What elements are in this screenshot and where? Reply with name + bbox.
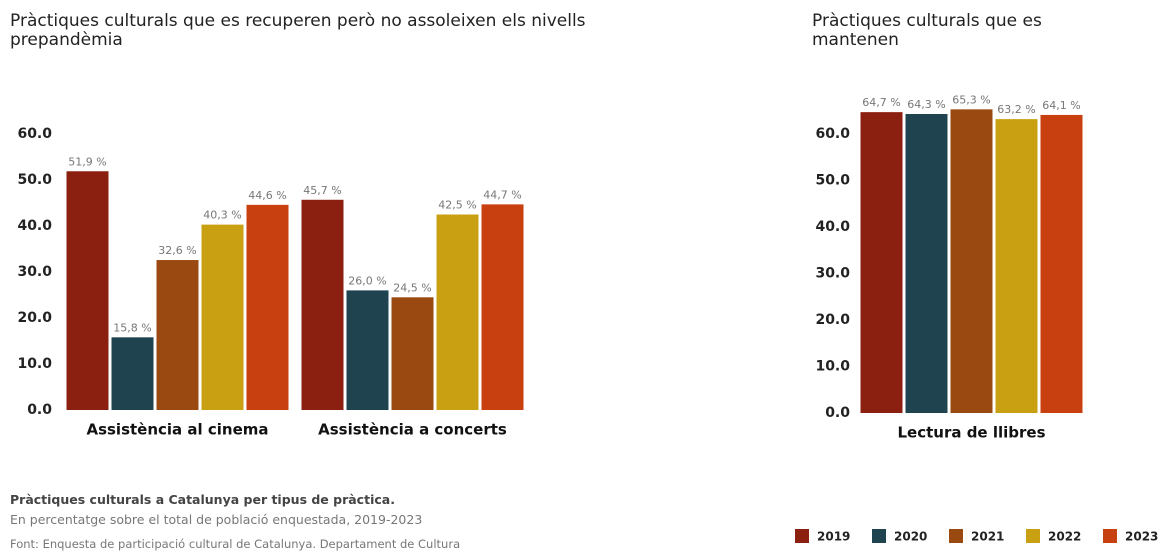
data-label: 24,5 % (393, 281, 431, 294)
caption-source: Font: Enquesta de participació cultural … (10, 537, 461, 551)
caption-title: Pràctiques culturals a Catalunya per tip… (10, 492, 395, 507)
bar (950, 109, 993, 413)
y-tick-label: 40.0 (17, 218, 52, 234)
data-label: 26,0 % (348, 274, 386, 287)
y-tick-label: 40.0 (815, 219, 850, 235)
legend-label: 2023 (1125, 530, 1158, 544)
x-tick-label: Lectura de llibres (897, 424, 1045, 442)
bar (201, 224, 244, 410)
data-label: 40,3 % (203, 209, 241, 222)
bar (481, 204, 524, 410)
legend-label: 2020 (894, 530, 927, 544)
chart-title: Pràctiques culturals que es mantenen (812, 11, 1042, 50)
y-tick-label: 60.0 (17, 126, 52, 142)
data-label: 44,6 % (248, 189, 286, 202)
y-tick-label: 0.0 (27, 402, 52, 418)
bar (905, 114, 948, 413)
y-tick-label: 60.0 (815, 126, 850, 142)
bar (66, 171, 109, 410)
chart-title: Pràctiques culturals que es recuperen pe… (10, 11, 586, 50)
bar (1040, 114, 1083, 413)
legend-swatch (949, 529, 963, 543)
bar (156, 260, 199, 410)
caption-subtitle: En percentatge sobre el total de poblaci… (10, 512, 423, 527)
bar (995, 119, 1038, 414)
data-label: 42,5 % (438, 199, 476, 212)
legend-label: 2019 (817, 530, 850, 544)
data-label: 64,3 % (907, 98, 945, 111)
bar (111, 337, 154, 410)
bar (436, 214, 479, 410)
data-label: 45,7 % (303, 184, 341, 197)
x-tick-label: Assistència al cinema (86, 421, 268, 439)
legend-swatch (1026, 529, 1040, 543)
data-label: 15,8 % (113, 321, 151, 334)
y-tick-label: 20.0 (815, 312, 850, 328)
bar (301, 199, 344, 410)
x-tick-label: Assistència a concerts (318, 421, 507, 439)
legend-swatch (1103, 529, 1117, 543)
bar (346, 290, 389, 410)
bar (246, 204, 289, 410)
y-tick-label: 50.0 (815, 173, 850, 189)
bar (391, 297, 434, 410)
y-tick-label: 30.0 (17, 264, 52, 280)
y-tick-label: 30.0 (815, 266, 850, 282)
y-tick-label: 10.0 (17, 356, 52, 372)
data-label: 64,1 % (1042, 99, 1080, 112)
data-label: 32,6 % (158, 244, 196, 257)
legend-swatch (795, 529, 809, 543)
data-label: 63,2 % (997, 103, 1035, 116)
legend-swatch (872, 529, 886, 543)
data-label: 51,9 % (68, 155, 106, 168)
y-tick-label: 10.0 (815, 359, 850, 375)
data-label: 44,7 % (483, 188, 521, 201)
y-tick-label: 20.0 (17, 310, 52, 326)
y-tick-label: 50.0 (17, 172, 52, 188)
legend-label: 2022 (1048, 530, 1081, 544)
y-tick-label: 0.0 (825, 405, 850, 421)
data-label: 64,7 % (862, 96, 900, 109)
legend-label: 2021 (971, 530, 1004, 544)
bar (860, 112, 903, 414)
data-label: 65,3 % (952, 93, 990, 106)
